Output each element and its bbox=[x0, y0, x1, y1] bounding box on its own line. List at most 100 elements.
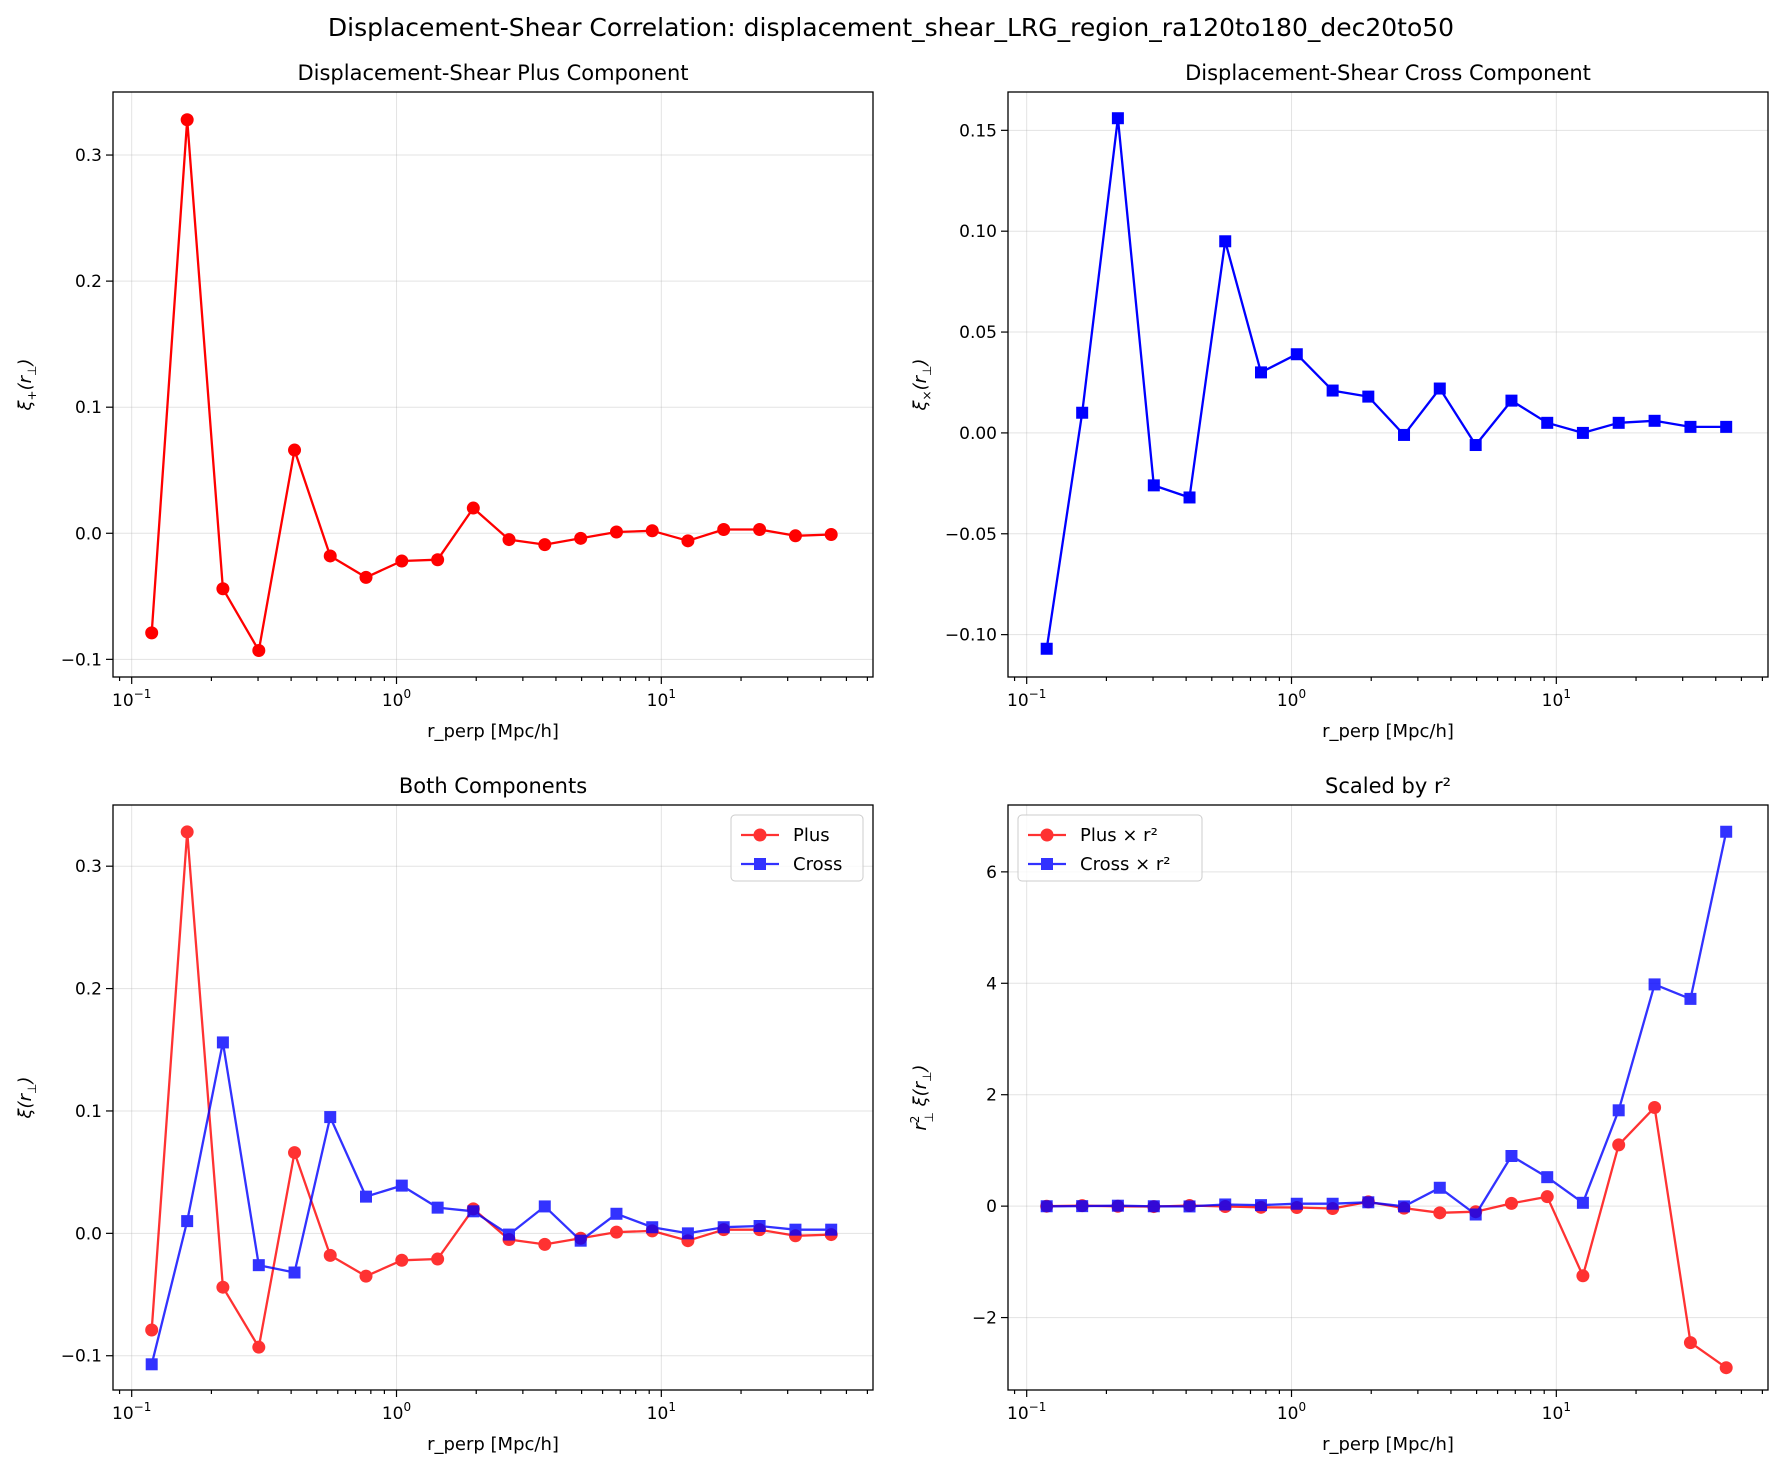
x-tick-label: 101 bbox=[1542, 687, 1571, 711]
data-point-square bbox=[1183, 491, 1196, 504]
data-point-square bbox=[1040, 642, 1053, 655]
y-label-close: ) bbox=[15, 358, 36, 367]
data-point-square bbox=[1648, 414, 1661, 427]
data-point-circle bbox=[1504, 1196, 1518, 1210]
y-label-argument: (r bbox=[15, 1092, 36, 1108]
data-point-circle bbox=[753, 522, 767, 536]
y-label-symbol: ξ bbox=[15, 400, 36, 412]
y-axis-label: ξ+(r⊥) bbox=[15, 358, 39, 411]
data-point-square bbox=[503, 1228, 516, 1241]
data-point-square bbox=[1612, 416, 1625, 429]
data-point-circle bbox=[395, 1253, 409, 1267]
x-tick-label: 10−1 bbox=[112, 687, 151, 711]
data-point-square bbox=[1505, 1150, 1518, 1162]
y-label-subscript: × bbox=[920, 390, 934, 400]
y-label-subscript: ⊥ bbox=[922, 1112, 936, 1122]
data-point-circle bbox=[1648, 1101, 1662, 1115]
x-axis-label: r_perp [Mpc/h] bbox=[1322, 1434, 1454, 1455]
y-axis-label: ξ(r⊥) bbox=[15, 1077, 39, 1120]
subplot-title: Displacement-Shear Cross Component bbox=[1185, 61, 1591, 85]
data-point-circle bbox=[359, 1269, 373, 1283]
data-point-circle bbox=[180, 113, 194, 127]
data-point-square bbox=[1362, 1196, 1375, 1209]
y-tick-label: 0.05 bbox=[959, 323, 997, 343]
data-point-square bbox=[681, 1227, 694, 1240]
data-point-circle bbox=[252, 1340, 266, 1354]
x-tick-label: 10−1 bbox=[1007, 1400, 1046, 1424]
data-point-square bbox=[1469, 1208, 1482, 1221]
x-tick-exponent: 1 bbox=[668, 1400, 676, 1414]
data-point-circle bbox=[538, 1237, 552, 1251]
x-tick-exponent: 1 bbox=[1563, 687, 1571, 701]
y-label-symbol: r bbox=[910, 1122, 931, 1131]
x-tick-label: 100 bbox=[382, 1400, 411, 1424]
data-point-circle bbox=[609, 1225, 623, 1239]
legend-marker-circle bbox=[753, 828, 767, 842]
y-label-argument: ξ(r bbox=[910, 1080, 931, 1112]
plot-data bbox=[145, 113, 838, 658]
data-point-circle bbox=[824, 528, 838, 542]
x-tick-exponent: 0 bbox=[1299, 1400, 1307, 1414]
data-point-circle bbox=[645, 524, 659, 538]
data-point-square bbox=[1720, 420, 1733, 433]
data-point-square bbox=[1576, 1196, 1589, 1209]
x-tick-base: 10 bbox=[382, 691, 404, 711]
x-tick-label: 100 bbox=[382, 687, 411, 711]
data-point-square bbox=[145, 1358, 158, 1371]
x-tick-exponent: 1 bbox=[1563, 1400, 1571, 1414]
data-point-square bbox=[646, 1221, 659, 1234]
y-tick-label: 0.0 bbox=[75, 524, 102, 544]
data-point-square bbox=[1648, 978, 1661, 991]
subplots-grid: 10−1 100 101−0.10.00.10.20.3Displacement-S… bbox=[15, 61, 1769, 1455]
data-point-square bbox=[1541, 1171, 1554, 1184]
y-label-symbol: ξ bbox=[15, 1107, 36, 1119]
data-point-square bbox=[1147, 479, 1160, 492]
data-point-circle bbox=[609, 525, 623, 539]
data-point-square bbox=[1076, 406, 1089, 419]
y-tick-label: 0.00 bbox=[959, 424, 997, 444]
data-point-square bbox=[789, 1223, 802, 1236]
y-label-arg-subscript: ⊥ bbox=[25, 366, 39, 376]
data-point-square bbox=[1576, 426, 1589, 439]
data-point-circle bbox=[1540, 1190, 1554, 1204]
y-tick-label: 0.0 bbox=[75, 1224, 102, 1244]
data-point-square bbox=[181, 1215, 194, 1228]
x-tick-exponent: 0 bbox=[404, 1400, 412, 1414]
data-point-square bbox=[1684, 992, 1697, 1005]
data-point-square bbox=[252, 1259, 265, 1272]
x-tick-label: 100 bbox=[1277, 687, 1306, 711]
data-point-square bbox=[1505, 394, 1518, 407]
data-point-square bbox=[1290, 1197, 1303, 1210]
subplot-1: 10−1 100 101−0.10.00.10.20.3Displacement-S… bbox=[15, 61, 874, 742]
subplot-title: Displacement-Shear Plus Component bbox=[297, 61, 688, 85]
legend-label: Plus bbox=[793, 825, 830, 846]
legend-marker-square bbox=[754, 858, 766, 870]
data-point-circle bbox=[574, 531, 588, 545]
x-tick-exponent: 0 bbox=[404, 687, 412, 701]
data-point-circle bbox=[1433, 1206, 1447, 1220]
plot-data bbox=[1040, 112, 1733, 655]
y-tick-label: 0.3 bbox=[75, 857, 102, 877]
data-point-circle bbox=[431, 553, 445, 567]
x-tick-label: 10−1 bbox=[1007, 687, 1046, 711]
legend-label: Cross × r² bbox=[1080, 854, 1170, 875]
data-point-square bbox=[825, 1223, 838, 1236]
data-point-circle bbox=[288, 1146, 302, 1160]
data-point-square bbox=[753, 1220, 766, 1233]
x-tick-base: 10 bbox=[112, 691, 134, 711]
data-point-square bbox=[1612, 1104, 1625, 1117]
y-label-subscript: + bbox=[25, 390, 39, 400]
data-point-square bbox=[1433, 1181, 1446, 1194]
axes-frame bbox=[1007, 91, 1769, 678]
data-point-square bbox=[1111, 1199, 1124, 1212]
data-point-square bbox=[324, 1111, 337, 1124]
x-tick-label: 101 bbox=[647, 1400, 676, 1424]
data-point-square bbox=[395, 1179, 408, 1192]
x-axis-label: r_perp [Mpc/h] bbox=[427, 721, 559, 742]
y-tick-label: 0.1 bbox=[75, 1102, 102, 1122]
data-point-square bbox=[1398, 428, 1411, 441]
y-tick-label: 0.2 bbox=[75, 272, 102, 292]
legend: Plus × r² Cross × r² bbox=[1017, 814, 1203, 882]
x-tick-exponent: 0 bbox=[1299, 687, 1307, 701]
